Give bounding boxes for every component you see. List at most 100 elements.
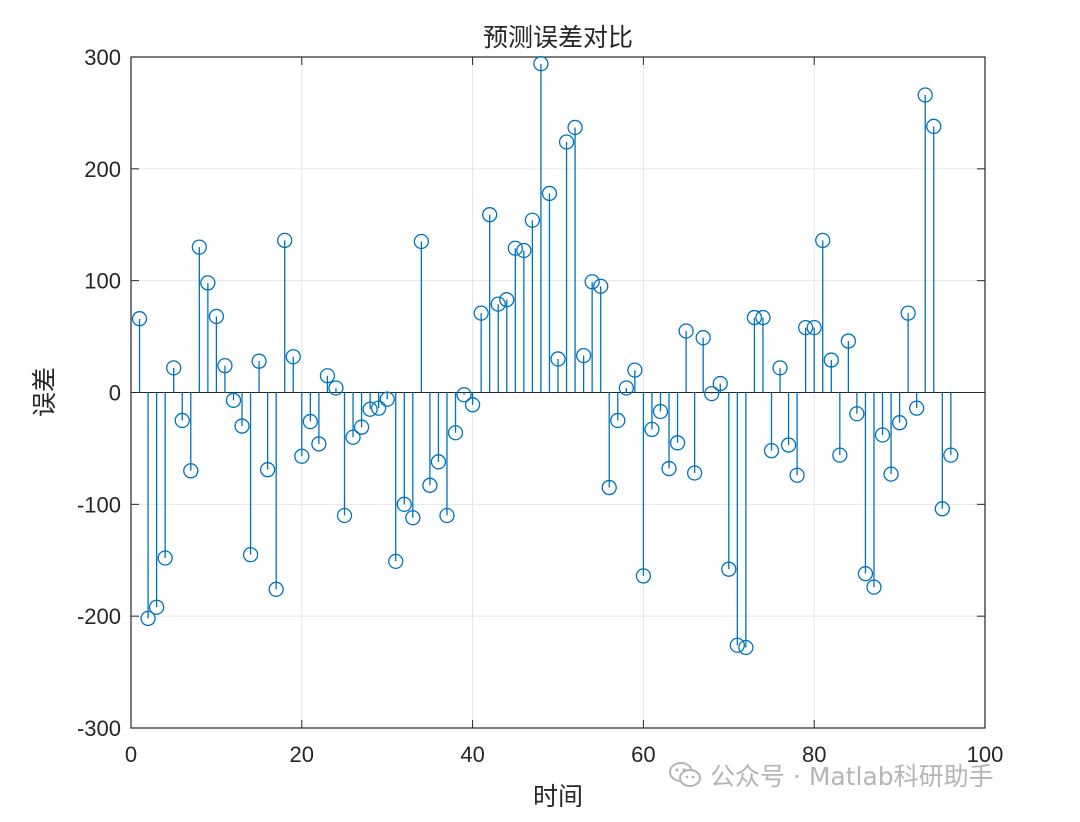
stem-marker <box>755 309 771 326</box>
stem-marker <box>439 507 455 524</box>
stem-marker <box>336 507 353 524</box>
stem-marker <box>627 362 643 378</box>
stem-marker <box>866 579 882 595</box>
stem-marker <box>516 242 532 259</box>
stem-marker <box>772 360 788 376</box>
y-tick-label: 100 <box>84 269 121 294</box>
chart-title: 预测误差对比 <box>483 23 633 52</box>
stem-marker <box>815 232 831 249</box>
stem-marker <box>217 358 233 374</box>
stem-marker <box>200 275 216 291</box>
stem-marker <box>746 309 763 326</box>
y-tick-label: -200 <box>77 604 121 629</box>
stem-marker <box>234 418 250 434</box>
y-tick-label: -100 <box>77 492 121 517</box>
stem-marker <box>242 547 259 563</box>
axes-box <box>130 56 986 729</box>
stem-marker <box>900 305 916 321</box>
stem-marker <box>405 510 421 526</box>
y-tick-label: 200 <box>84 157 121 182</box>
stem-marker <box>311 436 327 452</box>
y-tick-label: 0 <box>109 381 121 406</box>
stem-marker <box>840 333 857 349</box>
stem-marker <box>277 232 293 249</box>
stem-marker <box>909 400 925 416</box>
stem-marker <box>618 380 634 396</box>
stem-marker <box>524 212 541 228</box>
stem-marker <box>456 387 472 403</box>
stem-marker <box>490 296 506 312</box>
stem-marker <box>268 581 284 597</box>
stem-marker <box>379 391 395 407</box>
watermark-text: 公众号 · Matlab科研助手 <box>710 762 994 791</box>
stem-marker <box>166 360 182 376</box>
stem-marker <box>148 599 165 615</box>
stem-marker <box>874 427 891 443</box>
stem-marker <box>371 400 387 416</box>
watermark: 公众号 · Matlab科研助手 <box>668 757 994 793</box>
stem-marker <box>464 397 481 413</box>
stem-marker <box>131 311 148 327</box>
stem-marker <box>345 429 361 445</box>
stem-marker <box>686 465 703 481</box>
stem-marker <box>593 278 609 294</box>
stem-marker <box>823 352 839 368</box>
stem-marker <box>362 401 378 417</box>
tick-labels: 0 20 40 60 80 100 -300 -200 -100 0 100 200 300 <box>77 45 1003 767</box>
stem-marker <box>191 239 207 255</box>
stem-marker <box>832 447 848 463</box>
stem-marker <box>482 207 498 223</box>
stem-marker <box>789 467 805 483</box>
stem-marker <box>857 566 874 582</box>
stem-marker <box>413 233 430 250</box>
stem-marker <box>780 437 797 453</box>
stem-marker <box>652 403 669 420</box>
stem-marker <box>507 240 523 256</box>
stem-marker <box>183 463 199 479</box>
x-tick-label: 40 <box>460 742 484 767</box>
stem-marker <box>798 319 814 336</box>
stem-marker <box>669 435 686 451</box>
stem-marker <box>285 349 301 365</box>
stem-marker <box>328 380 344 396</box>
stem-marker <box>661 460 677 477</box>
stem-marker <box>849 406 865 422</box>
stem-marker <box>721 561 737 577</box>
stems <box>131 56 959 656</box>
x-tick-label: 100 <box>967 742 1004 767</box>
stem-marker <box>447 425 464 441</box>
wechat-icon <box>669 762 701 787</box>
stem-marker <box>575 347 592 364</box>
stem-marker <box>558 134 575 150</box>
y-tick-label: -300 <box>77 716 121 741</box>
stem-marker <box>635 568 652 584</box>
stem-marker <box>712 375 728 392</box>
stem-marker <box>533 56 549 72</box>
stem-marker <box>891 415 908 431</box>
stem-marker <box>157 550 173 566</box>
stem-marker <box>738 639 754 656</box>
stem-marker <box>499 292 515 308</box>
stem-marker <box>422 477 438 493</box>
stem-marker <box>396 496 412 512</box>
y-tick-label: 300 <box>84 45 121 70</box>
stem-marker <box>259 462 276 478</box>
stem-marker <box>208 308 225 325</box>
y-axis-label: 误差 <box>30 367 59 417</box>
stem-marker <box>644 421 660 438</box>
stem-marker <box>550 351 566 367</box>
stem-marker <box>943 447 959 463</box>
stem-marker <box>294 448 310 464</box>
stem-marker <box>584 274 600 290</box>
stem-marker <box>926 118 942 134</box>
stem-marker <box>140 610 156 627</box>
stem-marker <box>704 385 720 402</box>
stem-marker <box>473 305 489 321</box>
stem-marker <box>934 501 950 517</box>
stem-marker <box>883 466 899 482</box>
stem-marker <box>302 413 318 430</box>
stem-marker <box>388 553 404 570</box>
stem-marker <box>678 323 694 339</box>
